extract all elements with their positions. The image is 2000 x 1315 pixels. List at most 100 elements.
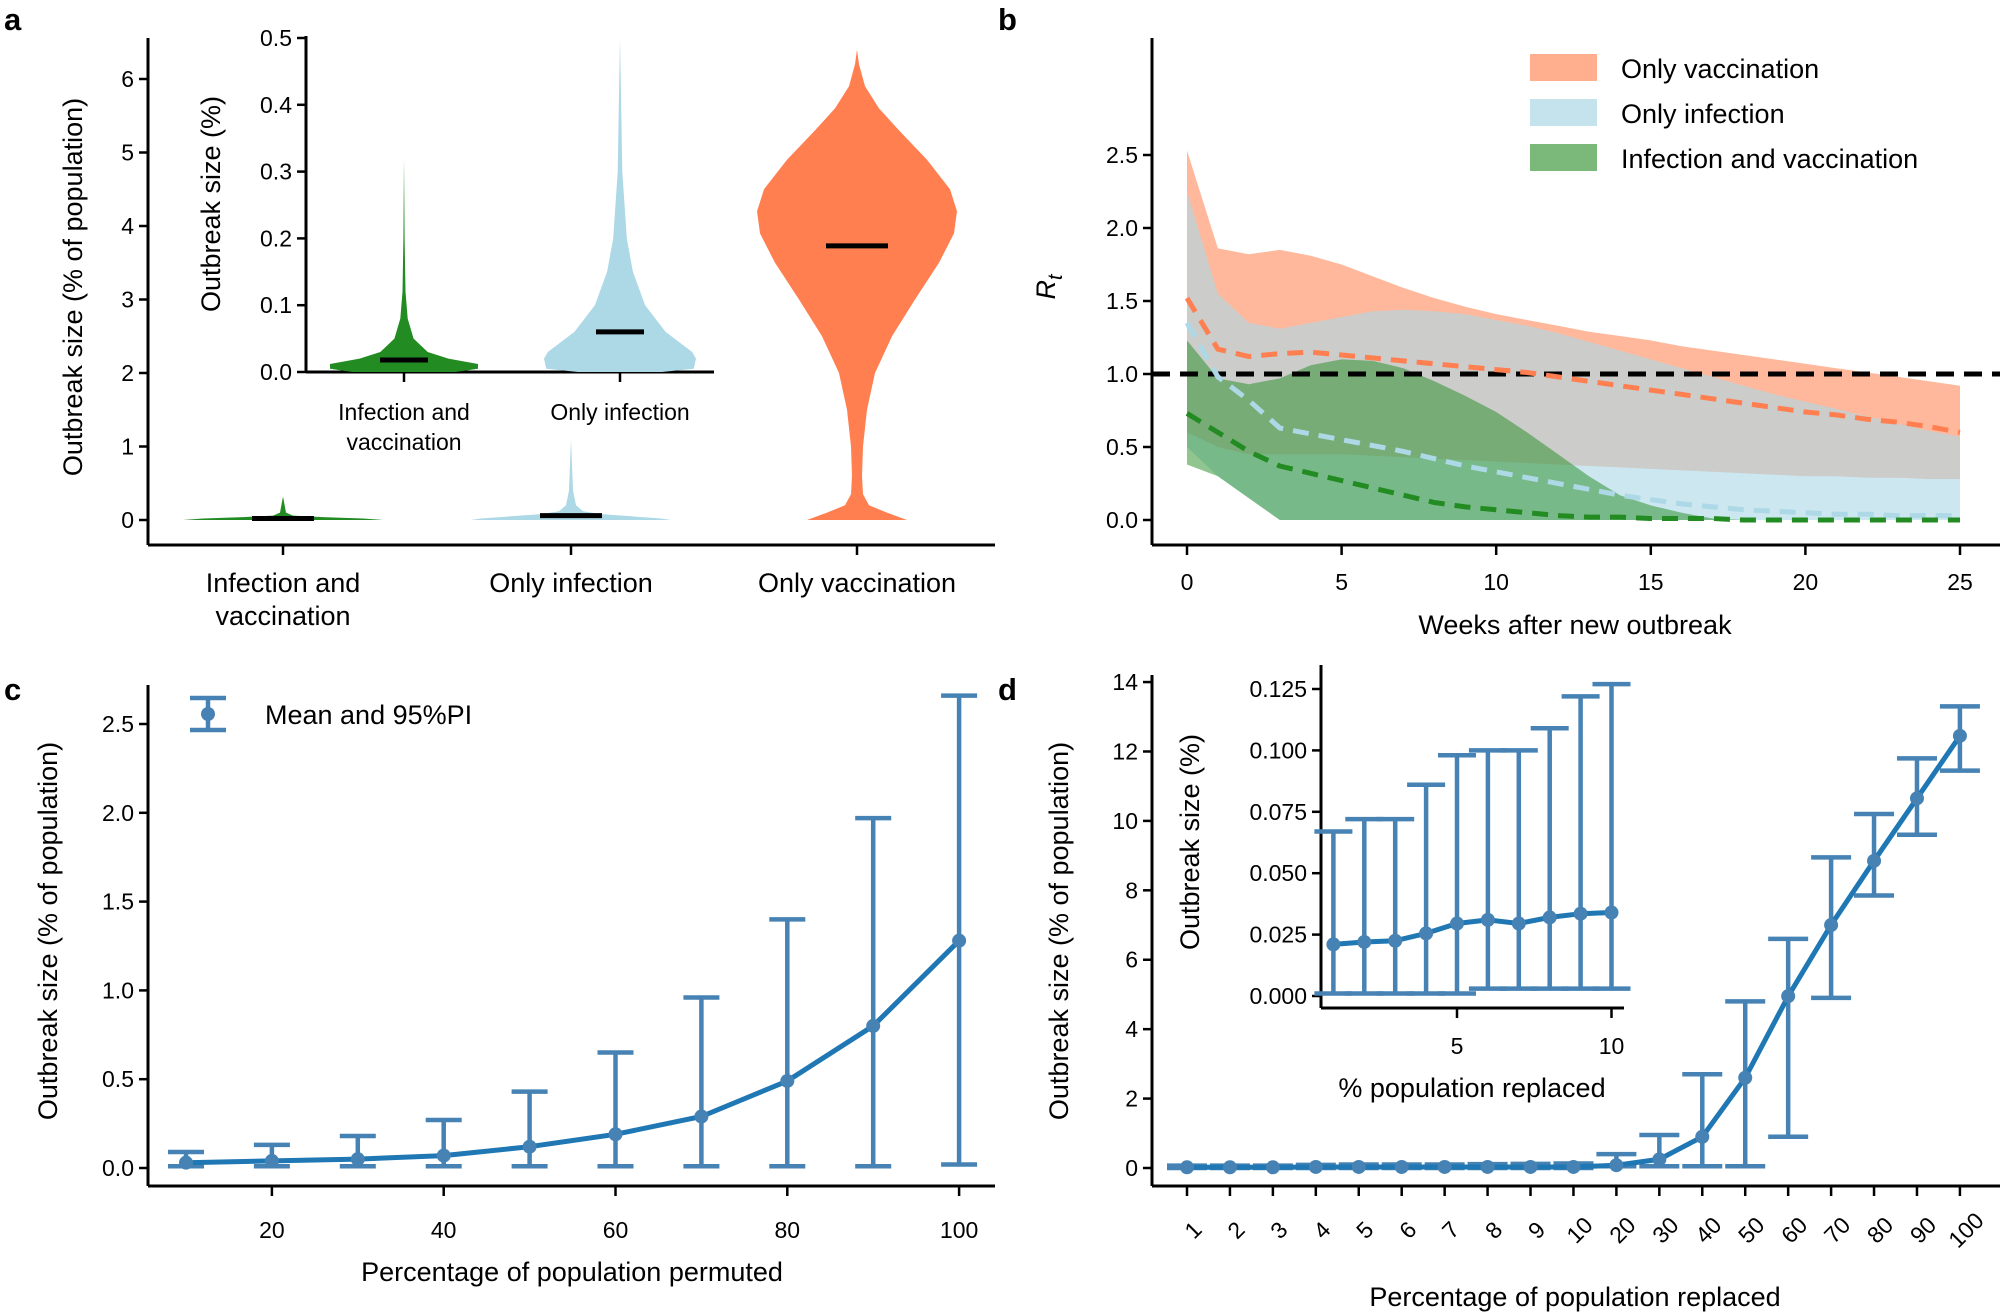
panel-d-x-tick-label: 5 [1351,1216,1378,1243]
band-infection-and-vaccination [1187,340,1960,520]
violin-0 [183,496,383,520]
panel-d-x-tick-label: 9 [1523,1216,1550,1243]
panel-d-mean-point [1609,1158,1624,1173]
panel-b-x-tick-label: 15 [1638,569,1664,595]
panel-d-inset-mean-point [1573,906,1588,921]
panel-a-inset-y-tick-label: 0.4 [260,92,292,118]
panel-c-x-tick-label: 20 [259,1217,285,1243]
panel-a-inset-x-tick-label: vaccination [346,429,461,455]
panel-c-y-tick-label: 1.0 [102,977,134,1003]
legend-label: Infection and vaccination [1621,144,1918,174]
panel-d-mean-point [1781,989,1796,1004]
panel-d-inset-y-tick-label: 0.025 [1249,922,1307,948]
panel-d-mean-point [1909,791,1924,806]
panel-d-y-tick-label: 12 [1112,738,1138,764]
panel-b-y-tick-label: 1.0 [1106,361,1138,387]
panel-d-x-tick-label: 50 [1733,1212,1769,1248]
legend-point-icon [201,707,215,721]
panel-b-y-tick-label: 2.5 [1106,142,1138,168]
panel-d-x-tick-label: 10 [1561,1212,1597,1248]
panel-d-mean-point [1738,1070,1753,1085]
panel-a-y-tick-label: 6 [121,66,134,92]
panel-d-x-tick-label: 3 [1265,1216,1292,1243]
panel-a-inset-y-tick-label: 0.5 [260,25,292,51]
panel-b-y-tick-label: 1.5 [1106,288,1138,314]
panel-d-y-tick-label: 4 [1125,1016,1138,1042]
legend-swatch [1530,54,1597,81]
panel-c-x-tick-label: 40 [431,1217,457,1243]
panel-a-y-tick-label: 2 [121,360,134,386]
panel-d-inset-mean-point [1511,916,1526,931]
panel-d-x-tick-label: 1 [1179,1216,1206,1243]
legend-label: Only infection [1621,99,1785,129]
panel-c-x-tick-label: 60 [603,1217,629,1243]
panel-d-inset-x-tick-label: 5 [1451,1033,1464,1059]
mean-line-only-vaccination [1184,296,1961,435]
panel-d-inset-y-tick-label: 0.050 [1249,860,1307,886]
panel-c-permuted-chart: 0.0 0.5 1.0 1.5 2.0 2.5 20 40 60 80 100 Percentage … [33,685,995,1287]
panel-d-y-tick-label: 8 [1125,877,1138,903]
inset-violin-1 [544,38,696,372]
panel-letter-a: a [4,2,22,37]
panel-a-y-label: Outbreak size (% of population) [58,98,88,476]
legend-swatch [1530,144,1597,171]
legend-label: Mean and 95%PI [265,700,472,730]
panel-d-inset-y-tick-label: 0.075 [1249,799,1307,825]
panel-d-x-tick-label: 2 [1222,1216,1249,1243]
panel-d-mean-point [1523,1159,1538,1174]
panel-a-inset-x-tick-label: Only infection [550,399,689,425]
panel-b-y-label-main: R [1031,280,1061,300]
panel-b-x-tick-label: 20 [1793,569,1819,595]
panel-c-y-tick-label: 1.5 [102,889,134,915]
panel-d-mean-point [1265,1160,1280,1175]
panel-d-inset-y-tick-label: 0.000 [1249,983,1307,1009]
panel-d-inset-mean-point [1604,905,1619,920]
panel-d-y-tick-label: 0 [1125,1155,1138,1181]
panel-d-y-label: Outbreak size (% of population) [1044,742,1074,1120]
panel-a-x-tick-label: vaccination [215,601,350,631]
panel-a-y-tick-label: 0 [121,507,134,533]
panel-d-x-tick-label: 70 [1819,1212,1855,1248]
panel-d-mean-point [1308,1159,1323,1174]
panel-a-inset-x-tick-label: Infection and [338,399,470,425]
inset-violin-0 [330,158,478,372]
panel-b-y-tick-label: 2.0 [1106,215,1138,241]
panel-d-x-tick-label: 7 [1437,1216,1464,1243]
panel-c-mean-point [866,1018,881,1033]
violin-2 [757,49,957,520]
panel-d-inset-mean-point [1480,912,1495,927]
panel-c-mean-point [436,1148,451,1163]
panel-a-y-tick-label: 4 [121,213,134,239]
panel-d-inset-y-label: Outbreak size (%) [1175,734,1205,950]
panel-d-mean-point [1222,1160,1237,1175]
panel-b-x-tick-label: 25 [1947,569,1973,595]
panel-c-mean-line [185,938,961,1166]
legend-swatch [1530,99,1597,126]
panel-d-inset-mean-point [1326,937,1341,952]
violin-1 [471,439,671,520]
panel-d-x-tick-label: 30 [1647,1212,1683,1248]
panel-c-mean-point [179,1155,193,1170]
panel-a-inset-y-tick-label: 0.0 [260,359,292,385]
panel-d-x-label: Percentage of population replaced [1369,1282,1780,1312]
panel-c-x-tick-label: 100 [940,1217,978,1243]
panel-d-inset-mean-point [1542,910,1557,925]
panel-d-inset-mean-point [1450,916,1464,931]
panel-d-mean-point [1824,918,1839,933]
panel-c-mean-point [608,1127,623,1142]
panel-d-x-tick-label: 40 [1690,1212,1726,1248]
mean-line-only-infection [1184,321,1960,519]
panel-b-x-tick-label: 0 [1181,569,1194,595]
panel-d-x-tick-label: 100 [1943,1207,1989,1253]
mean-line-infection-and-vaccination [1185,411,1960,523]
panel-c-mean-point [952,933,967,948]
panel-d-x-tick-label: 60 [1776,1212,1812,1248]
panel-d-inset-y-tick-label: 0.100 [1249,737,1307,763]
panel-d-mean-point [1652,1152,1667,1167]
panel-b-x-tick-label: 10 [1483,569,1509,595]
panel-c-y-label: Outbreak size (% of population) [33,742,63,1120]
panel-d-inset-mean-point [1357,934,1372,949]
